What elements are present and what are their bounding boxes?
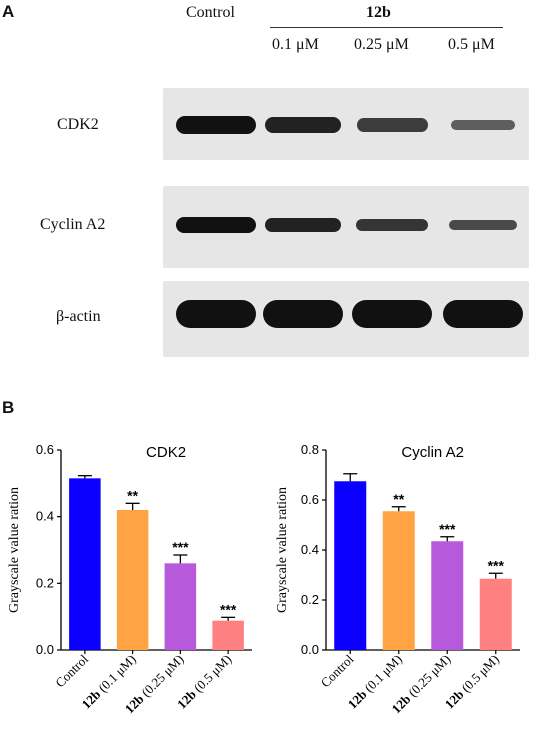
blot-band xyxy=(355,218,429,232)
conc-header-2: 0.25 μM xyxy=(354,36,409,53)
cdk2-bar-chart: 0.0 0.2 0.4 0.6 Grayscale value ration CDK2 Co… xyxy=(7,442,252,716)
y-tick-label: 0.2 xyxy=(301,592,319,607)
group-bracket-line xyxy=(270,27,503,28)
y-axis-label: Grayscale value ration xyxy=(275,487,290,613)
bar xyxy=(116,510,149,650)
significance-label: ** xyxy=(127,487,138,503)
blot-band xyxy=(448,219,518,231)
blot-band xyxy=(443,300,523,328)
panel-b-label: B xyxy=(2,398,15,417)
chart-title: Cyclin A2 xyxy=(401,444,464,461)
bar xyxy=(382,511,415,650)
x-tick-label-text: Control xyxy=(52,651,91,690)
x-tick-label-text: (0.5 μM) xyxy=(188,652,234,698)
y-axis-label: Grayscale value ration xyxy=(7,487,22,613)
bar xyxy=(334,481,367,650)
y-tick-label: 0.8 xyxy=(301,442,319,457)
x-tick-label: Control xyxy=(52,651,91,690)
blot-band xyxy=(264,217,342,233)
blot-band xyxy=(352,300,432,328)
y-tick-label: 0.0 xyxy=(36,642,54,657)
panel-a-label: A xyxy=(2,2,15,21)
bar xyxy=(431,541,464,650)
conc-header-1: 0.1 μM xyxy=(272,36,319,53)
y-tick-label: 0.4 xyxy=(36,509,54,524)
x-tick-label-text: (0.1 μM) xyxy=(93,652,139,698)
y-tick-label: 0.6 xyxy=(301,492,319,507)
y-tick-label: 0.2 xyxy=(36,575,54,590)
x-tick-label: Control xyxy=(318,651,357,690)
x-tick-label-text: Control xyxy=(318,651,357,690)
conc-header-3: 0.5 μM xyxy=(448,36,495,53)
blot-label-cyclin-a2: Cyclin A2 xyxy=(40,216,106,233)
significance-label: ** xyxy=(393,491,404,507)
x-tick-label-text: (0.1 μM) xyxy=(359,652,405,698)
cyclin-a2-bar-chart: 0.0 0.2 0.4 0.6 0.8 Grayscale value ration Cyc… xyxy=(275,442,520,716)
blot-band xyxy=(176,217,256,233)
y-tick-label: 0.4 xyxy=(301,542,319,557)
significance-label: *** xyxy=(488,557,505,573)
bar xyxy=(212,620,244,650)
x-tick-label-text: (0.25 μM) xyxy=(136,652,187,703)
blot-band xyxy=(451,119,515,131)
x-tick-label-text: (0.5 μM) xyxy=(456,652,502,698)
chart-title: CDK2 xyxy=(146,444,186,461)
significance-label: *** xyxy=(172,539,189,555)
y-tick-label: 0.0 xyxy=(301,642,319,657)
blot-band xyxy=(356,118,428,132)
bar xyxy=(69,478,101,650)
y-tick-label: 0.6 xyxy=(36,442,54,457)
blot-band xyxy=(263,300,343,328)
bar xyxy=(164,563,197,650)
blot-label-cdk2: CDK2 xyxy=(57,116,99,133)
blot-band xyxy=(264,116,342,134)
significance-label: *** xyxy=(220,601,237,617)
group-header: 12b xyxy=(366,4,391,21)
blot-band xyxy=(176,116,256,134)
bar xyxy=(479,578,512,650)
x-tick-label-text: (0.25 μM) xyxy=(403,652,454,703)
control-header: Control xyxy=(186,4,235,21)
significance-label: *** xyxy=(439,521,456,537)
blot-band xyxy=(176,300,256,328)
blot-label-beta-actin: β-actin xyxy=(56,308,101,325)
